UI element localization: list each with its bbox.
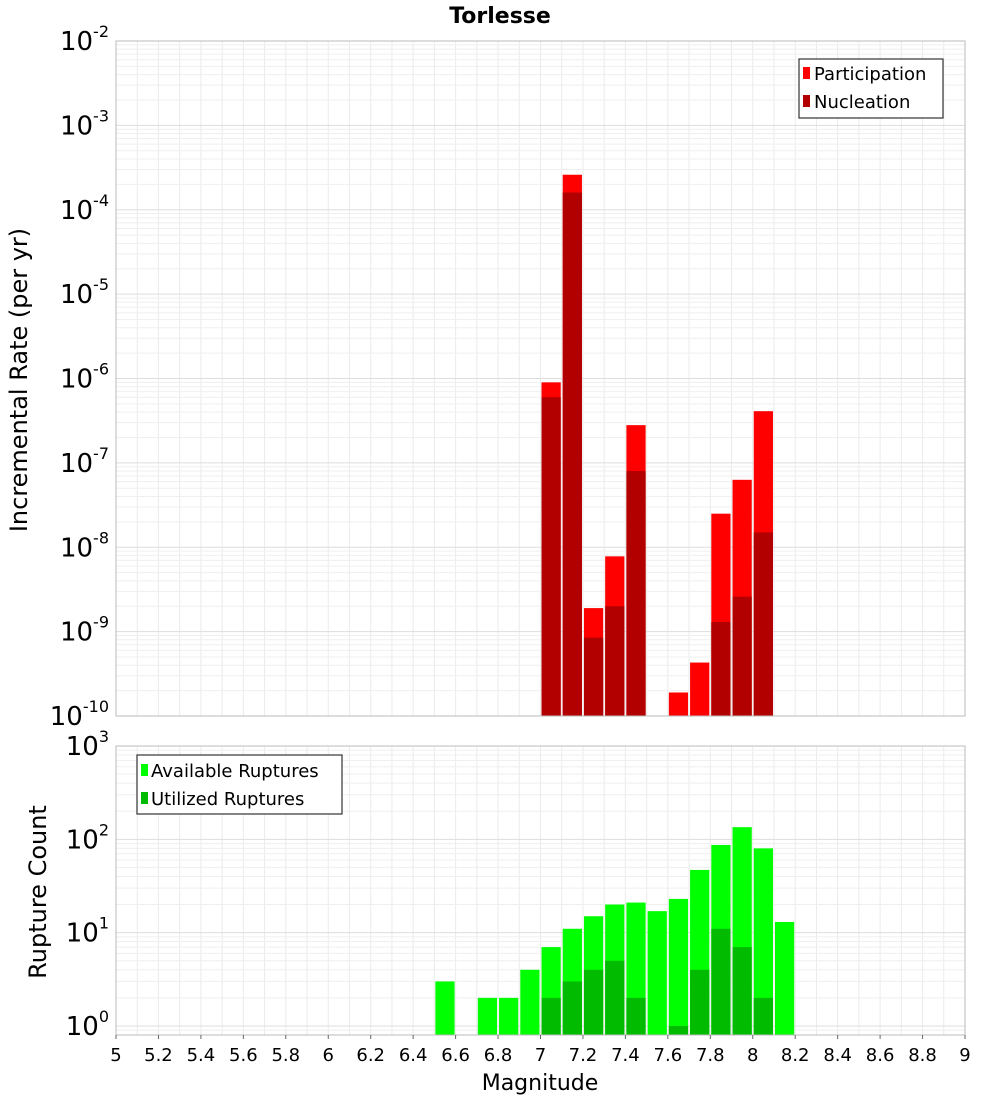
x-tick-label: 7 [535, 1045, 546, 1066]
x-tick-label: 7.2 [569, 1045, 598, 1066]
x-tick-label: 6.6 [441, 1045, 470, 1066]
nucleation-bar [583, 637, 604, 716]
available-ruptures-bar [668, 898, 689, 1035]
bottom-legend: Available Ruptures Utilized Ruptures [136, 754, 343, 815]
x-tick-label: 8.6 [866, 1045, 895, 1066]
nucleation-bar [541, 397, 561, 716]
participation-bar [690, 662, 710, 716]
bottom-plot-bars [435, 827, 795, 1035]
top-ytick-label: 10-4 [60, 191, 109, 226]
x-tick-label: 6.2 [356, 1045, 385, 1066]
available-ruptures-bar [647, 911, 667, 1035]
x-tick-label: 5.6 [229, 1045, 258, 1066]
utilized-ruptures-bar [583, 969, 604, 1035]
x-tick-label: 7.6 [654, 1045, 683, 1066]
nucleation-bar [732, 596, 752, 716]
top-y-axis-label: Incremental Rate (per yr) [5, 228, 33, 532]
nucleation-bar [711, 622, 731, 716]
top-plot-grid [115, 40, 966, 717]
x-tick-label: 7.8 [696, 1045, 725, 1066]
x-tick-label: 8.8 [908, 1045, 937, 1066]
top-ytick-label: 10-6 [60, 360, 109, 395]
x-tick-label: 8 [747, 1045, 758, 1066]
top-ytick-label: 10-7 [60, 444, 109, 479]
x-tick-label: 8.2 [781, 1045, 810, 1066]
utilized-ruptures-bar [690, 969, 710, 1035]
nucleation-legend-swatch [803, 95, 810, 107]
utilized-ruptures-bar [753, 997, 773, 1035]
nucleation-legend-label: Nucleation [814, 92, 910, 113]
bottom-ytick-label: 102 [66, 820, 109, 855]
x-tick-label: 6.4 [399, 1045, 428, 1066]
available-ruptures-bar [435, 981, 455, 1035]
utilized-ruptures-bar [626, 997, 646, 1035]
participation-bar [668, 692, 689, 716]
available-ruptures-legend-label: Available Ruptures [151, 761, 319, 782]
nucleation-bar [562, 192, 582, 717]
x-tick-label: 5.8 [271, 1045, 300, 1066]
utilized-ruptures-legend-swatch [141, 792, 148, 804]
x-tick-label: 9 [959, 1045, 970, 1066]
x-tick-label: 6.8 [484, 1045, 513, 1066]
top-ytick-label: 10-9 [60, 613, 109, 648]
top-ytick-label: 10-10 [50, 697, 109, 732]
bottom-legend-box [136, 754, 343, 815]
available-ruptures-legend-swatch [141, 764, 148, 776]
x-axis-label: Magnitude [482, 1071, 599, 1096]
available-ruptures-bar [774, 922, 795, 1035]
x-tick-label: 5.4 [187, 1045, 216, 1066]
nucleation-bar [605, 606, 625, 716]
available-ruptures-bar [499, 997, 519, 1035]
x-tick-label: 6 [323, 1045, 334, 1066]
top-legend-box [798, 58, 944, 119]
nucleation-bar [753, 532, 773, 716]
utilized-ruptures-bar [562, 981, 582, 1035]
top-legend: Participation Nucleation [798, 58, 944, 119]
x-tick-label: 5.2 [144, 1045, 173, 1066]
x-tick-label: 5 [110, 1045, 121, 1066]
utilized-ruptures-bar [605, 960, 625, 1035]
utilized-ruptures-bar [541, 997, 561, 1035]
top-plot-bars [541, 174, 773, 717]
bottom-ytick-label: 100 [66, 1007, 109, 1042]
utilized-ruptures-bar [732, 947, 752, 1035]
top-plot-area [115, 40, 966, 717]
top-ytick-label: 10-2 [60, 22, 109, 57]
bottom-y-axis-ticks: 100 101 102 103 [66, 727, 109, 1042]
x-axis-ticks: 5 5.2 5.4 5.6 5.8 6 6.2 6.4 6.6 6.8 7 7.2 7.4 7.6 7.8 8… [110, 1035, 971, 1066]
available-ruptures-bar [477, 997, 498, 1035]
x-tick-label: 7.4 [611, 1045, 640, 1066]
participation-legend-label: Participation [814, 64, 926, 85]
bottom-y-axis-label: Rupture Count [24, 805, 52, 979]
top-ytick-label: 10-3 [60, 106, 109, 141]
utilized-ruptures-legend-label: Utilized Ruptures [151, 789, 304, 810]
available-ruptures-bar [753, 848, 773, 1035]
top-ytick-label: 10-5 [60, 275, 109, 310]
bottom-ytick-label: 101 [66, 914, 109, 949]
top-ytick-label: 10-8 [60, 528, 109, 563]
bottom-ytick-label: 103 [66, 727, 109, 762]
utilized-ruptures-bar [711, 928, 731, 1035]
chart-title: Torlesse [449, 4, 551, 29]
top-y-axis-ticks: 10-10 10-9 10-8 10-7 10-6 10-5 10-4 10-3 10-2 [50, 22, 109, 732]
x-tick-label: 8.4 [823, 1045, 852, 1066]
utilized-ruptures-bar [668, 1025, 689, 1035]
nucleation-bar [626, 471, 646, 716]
available-ruptures-bar [520, 969, 540, 1035]
participation-legend-swatch [803, 67, 810, 79]
